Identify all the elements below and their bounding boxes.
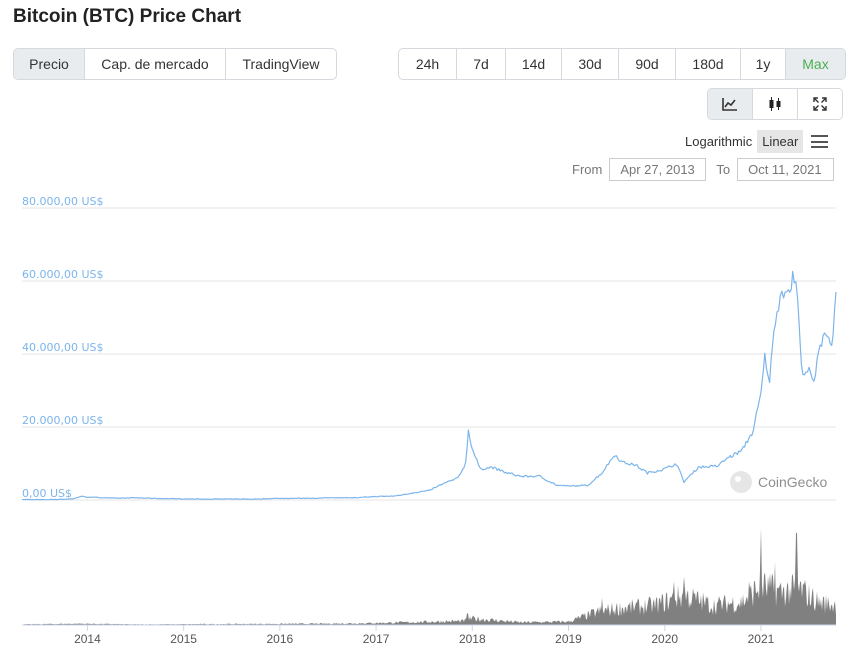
y-tick-label: 60.000,00 US$ bbox=[22, 268, 104, 281]
price-series-line bbox=[21, 270, 837, 501]
range-90d-button[interactable]: 90d bbox=[619, 49, 676, 79]
y-tick-label: 40.000,00 US$ bbox=[22, 341, 104, 354]
x-tick-label: 2021 bbox=[748, 632, 775, 646]
range-30d-button[interactable]: 30d bbox=[562, 49, 619, 79]
coingecko-logo-icon bbox=[730, 471, 752, 493]
range-14d-button[interactable]: 14d bbox=[506, 49, 562, 79]
range-1y-button[interactable]: 1y bbox=[741, 49, 786, 79]
tab-tradingview[interactable]: TradingView bbox=[242, 56, 320, 72]
line-chart-button[interactable] bbox=[708, 89, 753, 119]
candlestick-button[interactable] bbox=[753, 89, 798, 119]
from-date-input[interactable]: Apr 27, 2013 bbox=[609, 158, 707, 181]
scale-toggle: Logarithmic Linear bbox=[680, 130, 829, 153]
logarithmic-option[interactable]: Logarithmic bbox=[685, 134, 753, 149]
fullscreen-icon bbox=[813, 97, 827, 111]
y-tick-label: 20.000,00 US$ bbox=[22, 414, 104, 427]
x-tick-label: 2014 bbox=[74, 632, 101, 646]
y-tick-label: 80.000,00 US$ bbox=[22, 195, 104, 208]
x-tick-label: 2016 bbox=[267, 632, 294, 646]
watermark-text: CoinGecko bbox=[758, 474, 827, 490]
linear-option[interactable]: Linear bbox=[757, 130, 804, 153]
hamburger-menu-icon[interactable] bbox=[811, 135, 829, 148]
range-180d-button[interactable]: 180d bbox=[676, 49, 741, 79]
x-tick-label: 2017 bbox=[363, 632, 390, 646]
page-title: Bitcoin (BTC) Price Chart bbox=[13, 6, 242, 27]
x-tick-label: 2018 bbox=[459, 632, 486, 646]
range-24h-button[interactable]: 24h bbox=[399, 49, 457, 79]
to-label: To bbox=[716, 162, 731, 177]
volume-series bbox=[22, 528, 836, 625]
range-7d-button[interactable]: 7d bbox=[457, 49, 506, 79]
chart-view-toolbar bbox=[707, 88, 843, 120]
x-tick-label: 2019 bbox=[555, 632, 582, 646]
coingecko-watermark: CoinGecko bbox=[730, 471, 827, 493]
candlestick-icon bbox=[769, 97, 781, 111]
range-max-button[interactable]: Max bbox=[786, 49, 845, 79]
time-range-selector: 24h 7d 14d 30d 90d 180d 1y Max bbox=[398, 48, 846, 80]
from-label: From bbox=[572, 162, 603, 177]
tab-precio[interactable]: Precio bbox=[14, 49, 85, 79]
y-tick-label: 0,00 US$ bbox=[22, 487, 72, 500]
x-tick-label: 2020 bbox=[651, 632, 678, 646]
date-range: From Apr 27, 2013 To Oct 11, 2021 bbox=[572, 158, 835, 181]
tab-market-cap[interactable]: Cap. de mercado bbox=[85, 49, 226, 79]
price-chart: 0,00 US$ 20.000,00 US$ 40.000,00 US$ 60.000… bbox=[21, 195, 837, 646]
line-chart-icon bbox=[722, 98, 737, 111]
x-tick-label: 2015 bbox=[170, 632, 197, 646]
to-date-input[interactable]: Oct 11, 2021 bbox=[737, 158, 835, 181]
chart-type-tabs: Precio Cap. de mercado TradingView bbox=[13, 48, 337, 80]
fullscreen-button[interactable] bbox=[798, 89, 842, 119]
